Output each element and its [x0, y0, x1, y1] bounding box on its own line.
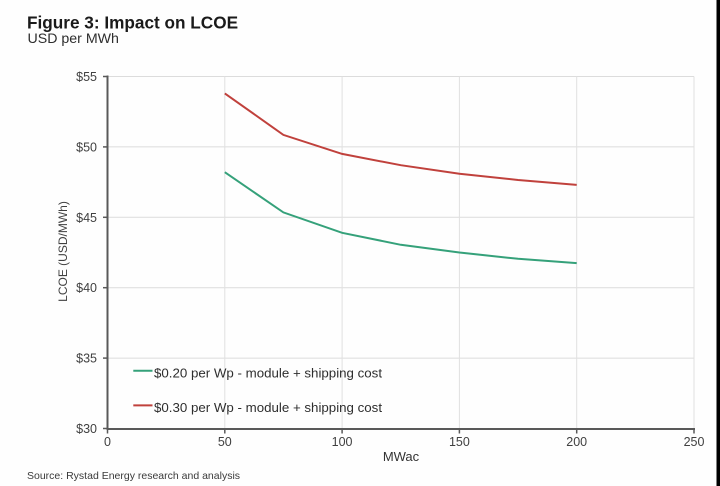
svg-text:$0.30 per Wp - module + shippi: $0.30 per Wp - module + shipping cost [154, 400, 382, 415]
svg-text:Source: Rystad Energy research: Source: Rystad Energy research and analy… [27, 470, 240, 482]
svg-text:$45: $45 [76, 211, 97, 225]
svg-text:50: 50 [218, 435, 232, 449]
svg-text:150: 150 [449, 435, 470, 449]
svg-text:MWac: MWac [383, 449, 420, 464]
svg-text:$40: $40 [76, 281, 97, 295]
svg-text:$50: $50 [76, 140, 97, 154]
svg-text:$30: $30 [76, 422, 97, 436]
svg-text:200: 200 [566, 435, 587, 449]
svg-text:250: 250 [684, 435, 705, 449]
svg-text:Figure 3: Impact on LCOE: Figure 3: Impact on LCOE [27, 12, 238, 32]
svg-text:$55: $55 [76, 70, 97, 84]
svg-text:$0.20 per Wp - module + shippi: $0.20 per Wp - module + shipping cost [154, 366, 382, 381]
svg-text:0: 0 [104, 435, 111, 449]
svg-text:USD per MWh: USD per MWh [28, 31, 119, 47]
svg-text:$35: $35 [76, 352, 97, 366]
svg-text:LCOE (USD/MWh): LCOE (USD/MWh) [56, 201, 70, 302]
svg-text:100: 100 [332, 435, 353, 449]
